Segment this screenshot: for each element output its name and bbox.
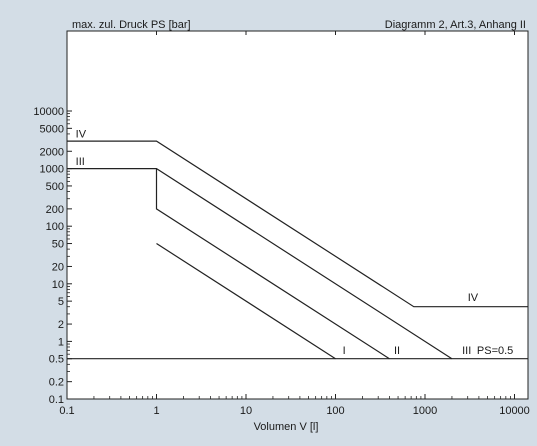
y-tick-label: 5 — [58, 296, 64, 308]
curve-label: II — [394, 345, 400, 357]
y-tick-label: 1000 — [40, 164, 64, 176]
x-axis-title: Volumen V [l] — [254, 421, 319, 433]
series-line-iv — [67, 140, 528, 308]
series-line-i — [156, 242, 336, 360]
y-tick-label: 10000 — [33, 106, 64, 118]
plot-area — [66, 30, 529, 400]
y-tick-label: 100 — [46, 221, 64, 233]
y-tick-label: 10 — [52, 279, 64, 291]
y-tick-label: 0.1 — [49, 394, 64, 406]
x-tick-label: 10 — [240, 405, 252, 417]
curve-label: IV — [468, 292, 479, 304]
y-tick-label: 0.2 — [49, 377, 64, 389]
x-tick-label: 100 — [326, 405, 344, 417]
x-tick-label: 10000 — [499, 405, 530, 417]
y-tick-label: 1 — [58, 336, 64, 348]
y-tick-label: 0.5 — [49, 354, 64, 366]
y-tick-label: 20 — [52, 261, 64, 273]
y-tick-label: 2000 — [40, 146, 64, 158]
chart-title: Diagramm 2, Art.3, Anhang II — [385, 19, 526, 31]
y-axis-title: max. zul. Druck PS [bar] — [72, 19, 191, 31]
ticks-layer: 0.1 0.2 0.5 1 2 5 10 20 50 100 200 500 1000 2000 5000 1… — [33, 31, 530, 417]
x-tick-label: 0.1 — [59, 405, 74, 417]
y-tick-label: 50 — [52, 239, 64, 251]
curve-label: III — [76, 156, 85, 168]
series-line-ii — [155, 168, 390, 360]
x-tick-label: 1 — [153, 405, 159, 417]
y-tick-label: 200 — [46, 204, 64, 216]
y-tick-label: 5000 — [40, 123, 64, 135]
curve-label: PS=0.5 — [477, 345, 513, 357]
curve-label: I — [343, 345, 346, 357]
curve-label: IV — [76, 128, 87, 140]
series-layer — [67, 140, 528, 360]
curve-label: III — [462, 345, 471, 357]
y-tick-label: 500 — [46, 181, 64, 193]
y-tick-label: 2 — [58, 319, 64, 331]
x-tick-label: 1000 — [413, 405, 437, 417]
